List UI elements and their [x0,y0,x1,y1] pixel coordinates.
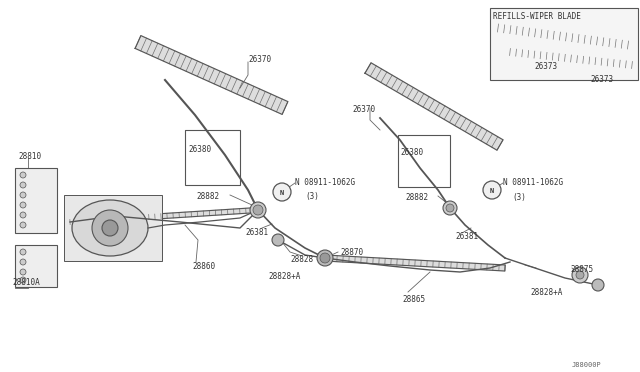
Circle shape [253,205,263,215]
Text: 28828: 28828 [290,255,313,264]
Polygon shape [135,36,288,114]
Text: 26380: 26380 [188,145,211,154]
Text: 26373: 26373 [590,75,613,84]
Ellipse shape [72,200,148,256]
Circle shape [576,271,584,279]
Circle shape [20,192,26,198]
Circle shape [250,202,266,218]
Text: 28860: 28860 [192,262,215,271]
Text: N 08911-1062G: N 08911-1062G [503,178,563,187]
Circle shape [20,222,26,228]
Text: J88000P: J88000P [572,362,602,368]
Circle shape [92,210,128,246]
Circle shape [20,269,26,275]
Circle shape [273,183,291,201]
Circle shape [20,182,26,188]
Bar [64,195,162,261]
Bar [490,8,638,80]
Text: 26370: 26370 [248,55,271,64]
Text: 28870: 28870 [340,248,363,257]
Circle shape [317,250,333,266]
Circle shape [592,279,604,291]
Polygon shape [497,24,628,49]
Text: 26381: 26381 [245,228,268,237]
Circle shape [443,201,457,215]
Text: 26370: 26370 [352,105,375,114]
Text: REFILLS-WIPER BLADE: REFILLS-WIPER BLADE [493,12,581,21]
Polygon shape [70,208,258,224]
Bar [185,130,240,185]
Bar [398,135,450,187]
Text: 28810A: 28810A [12,278,40,287]
Text: 28875: 28875 [570,265,593,274]
Bar [15,245,57,287]
Text: N: N [490,188,494,194]
Text: N: N [280,190,284,196]
Text: 28882: 28882 [405,193,428,202]
Circle shape [483,181,501,199]
Circle shape [320,253,330,263]
Text: (3): (3) [305,192,319,201]
Text: 28882: 28882 [196,192,219,201]
Polygon shape [325,255,505,271]
Polygon shape [365,63,503,150]
Text: 28810: 28810 [18,152,41,161]
Circle shape [446,204,454,212]
Polygon shape [509,48,632,68]
Circle shape [20,249,26,255]
Text: 26381: 26381 [455,232,478,241]
Circle shape [20,202,26,208]
Text: N 08911-1062G: N 08911-1062G [295,178,355,187]
Circle shape [572,267,588,283]
Text: (3): (3) [512,193,526,202]
Circle shape [20,172,26,178]
Circle shape [20,212,26,218]
Circle shape [20,259,26,265]
Text: 26373: 26373 [534,62,557,71]
Text: 28828+A: 28828+A [268,272,300,281]
Text: 28865: 28865 [402,295,425,304]
Circle shape [102,220,118,236]
Circle shape [20,277,26,283]
Circle shape [272,234,284,246]
Text: 28828+A: 28828+A [530,288,563,297]
Bar [15,168,57,233]
Text: 26380: 26380 [400,148,423,157]
